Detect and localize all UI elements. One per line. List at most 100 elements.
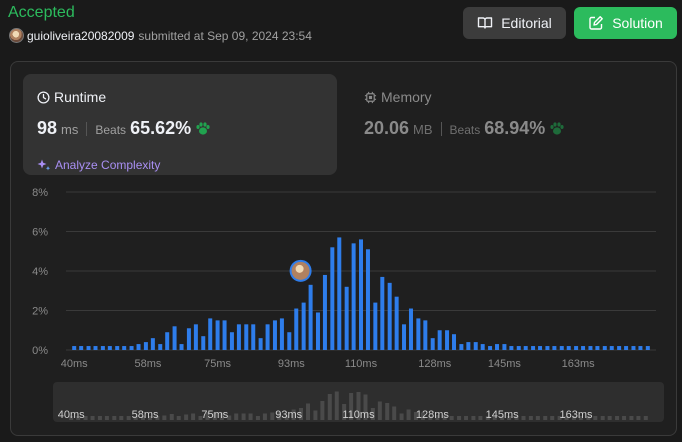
navigator-bar [428, 416, 433, 420]
memory-values: 20.06 MB Beats 68.94% [364, 118, 565, 139]
navigator-bar [227, 415, 232, 420]
navigator-bar [284, 415, 289, 420]
navigator-tick-label: 145ms [486, 409, 520, 421]
navigator-bar [327, 394, 332, 420]
bar [251, 324, 256, 350]
navigator-bar [413, 412, 418, 420]
navigator-bar [399, 413, 404, 420]
result-card: Runtime 98 ms Beats 65.62% Analyze Compl… [10, 61, 677, 436]
navigator-bar [320, 401, 325, 420]
y-tick-label: 4% [32, 266, 48, 278]
bar [559, 346, 564, 350]
bar [488, 346, 493, 350]
navigator-bar [255, 416, 260, 420]
navigator-bar [334, 391, 339, 420]
submitted-time: submitted at Sep 09, 2024 23:54 [138, 28, 312, 43]
navigator-tick-label: 110ms [342, 409, 375, 421]
navigator-bar [478, 416, 483, 420]
navigator-bar [76, 416, 81, 420]
bar [516, 346, 521, 350]
navigator-bar [291, 409, 296, 420]
bar [115, 346, 120, 350]
bar [430, 338, 435, 350]
bar [402, 324, 407, 350]
navigator-bar [342, 404, 347, 420]
submission-info: guioliveira20082009 submitted at Sep 09,… [9, 28, 312, 43]
x-tick-label: 128ms [418, 358, 452, 370]
avatar[interactable] [9, 28, 24, 43]
user-runtime-marker [289, 259, 312, 282]
bar [93, 346, 98, 350]
bar [86, 346, 91, 350]
navigator-bar [528, 416, 533, 420]
navigator-tick-label: 58ms [132, 409, 159, 421]
bar [588, 346, 593, 350]
navigator-bar [464, 416, 469, 420]
divider [86, 121, 88, 136]
bar [215, 320, 220, 350]
navigator-bar [69, 416, 74, 420]
navigator-bar [306, 403, 311, 420]
navigator-tick-label: 93ms [275, 409, 302, 421]
x-tick-label: 145ms [488, 358, 522, 370]
bar [265, 324, 270, 350]
bar [186, 328, 191, 350]
navigator-bar [270, 412, 275, 420]
bar [287, 332, 292, 350]
bar [330, 247, 335, 350]
bar [595, 346, 600, 350]
navigator-bar [83, 416, 88, 420]
x-tick-label: 40ms [61, 358, 88, 370]
navigator-bar [169, 414, 174, 420]
navigator-bar [277, 412, 282, 420]
memory-header: Memory [364, 89, 432, 105]
navigator-bar [133, 416, 138, 420]
bar [359, 239, 363, 350]
navigator-bar [471, 416, 476, 420]
bar [158, 344, 163, 350]
navigator-bar [557, 416, 562, 420]
runtime-panel[interactable]: Runtime 98 ms Beats 65.62% Analyze Compl… [23, 74, 337, 175]
memory-panel[interactable]: Memory 20.06 MB Beats 68.94% [351, 74, 665, 175]
bar [473, 342, 478, 350]
navigator-bar [155, 416, 160, 420]
memory-value: 20.06 [364, 118, 410, 138]
runtime-value: 98 [37, 118, 58, 138]
bar [143, 342, 148, 350]
navigator-bar [90, 416, 95, 420]
bar [624, 346, 629, 350]
navigator-bar [241, 413, 246, 420]
runtime-beats-percent: 65.62% [130, 118, 192, 138]
bar [193, 324, 198, 350]
editorial-label: Editorial [501, 15, 552, 31]
bar [79, 346, 84, 350]
navigator-bar [141, 416, 146, 420]
bar [315, 312, 320, 350]
navigator-tick-label: 163ms [560, 409, 594, 421]
editorial-button[interactable]: Editorial [463, 7, 566, 39]
bar [538, 346, 543, 350]
navigator-bar [636, 416, 641, 420]
bar [344, 286, 349, 350]
divider [440, 121, 442, 136]
bar [272, 320, 277, 350]
navigator-bar [126, 416, 131, 420]
bar [222, 320, 227, 350]
bar [308, 284, 313, 350]
navigator-bar [349, 393, 354, 420]
avatar-face [295, 264, 304, 273]
bar [423, 320, 428, 350]
analyze-complexity-link[interactable]: Analyze Complexity [37, 158, 160, 172]
x-tick-label: 58ms [134, 358, 161, 370]
bar [574, 346, 579, 350]
bar [531, 346, 536, 350]
bar [208, 318, 213, 350]
solution-button[interactable]: Solution [574, 7, 677, 39]
navigator-bar [212, 412, 217, 420]
username[interactable]: guioliveira20082009 [27, 28, 135, 43]
runtime-distribution-chart[interactable]: 0% 2% 4% 6% 8% 40ms 58ms 75ms 93ms 110ms 128ms 145m… [11, 62, 678, 437]
navigator-bar [205, 412, 210, 420]
x-tick-label: 163ms [562, 358, 596, 370]
navigator-bar [586, 416, 591, 420]
bar [502, 344, 507, 350]
